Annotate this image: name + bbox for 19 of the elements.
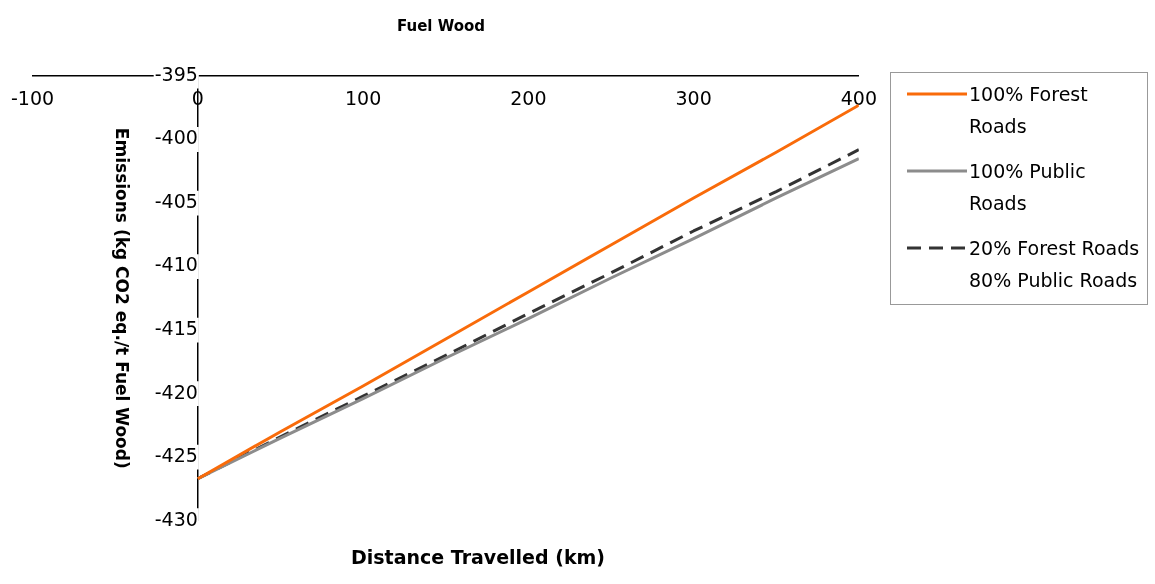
legend-label: 20% Forest Roads 80% Public Roads bbox=[969, 236, 1141, 293]
y-axis-title: Emissions (kg CO2 eq./t Fuel Wood) bbox=[112, 127, 133, 469]
y-tick-label: -410 bbox=[154, 253, 198, 276]
x-tick-label: 100 bbox=[344, 87, 382, 110]
y-tick-label: -400 bbox=[154, 126, 198, 149]
y-tick-label: -415 bbox=[154, 316, 198, 339]
chart-title: Fuel Wood bbox=[396, 16, 486, 35]
y-tick-label: -425 bbox=[154, 444, 198, 467]
legend-label: 100% Forest Roads bbox=[969, 82, 1089, 139]
y-tick-label: -430 bbox=[154, 507, 198, 530]
x-tick-label: 200 bbox=[510, 87, 547, 110]
x-tick-label: 300 bbox=[675, 87, 712, 110]
y-tick-label: -395 bbox=[154, 62, 198, 85]
x-axis-title: Distance Travelled (km) bbox=[349, 546, 607, 568]
x-tick-label: -100 bbox=[11, 87, 55, 110]
x-tick-label: 400 bbox=[840, 87, 877, 110]
y-tick-label: -420 bbox=[154, 380, 198, 403]
legend-label: 100% Public Roads bbox=[969, 159, 1087, 216]
y-tick-label: -405 bbox=[154, 189, 198, 212]
